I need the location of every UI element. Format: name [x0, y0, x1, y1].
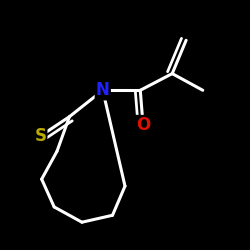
Text: S: S	[34, 127, 46, 145]
Text: N: N	[96, 81, 110, 99]
Text: O: O	[136, 116, 150, 134]
